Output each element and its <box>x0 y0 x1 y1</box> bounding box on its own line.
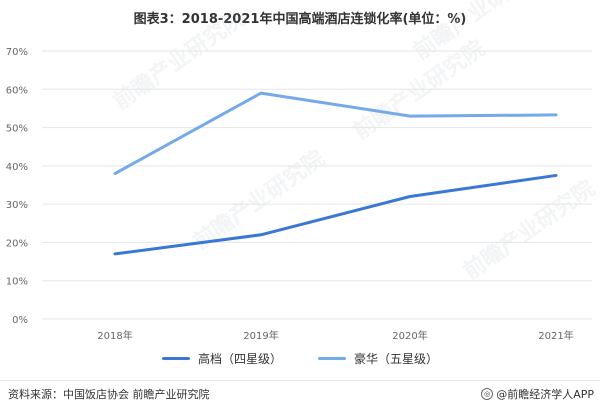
watermark-text: 前瞻产业研究院 <box>459 175 600 285</box>
x-tick-label: 2020年 <box>392 329 427 342</box>
source-note: 资料来源：中国饭店协会 前瞻产业研究院 <box>8 388 210 401</box>
series-line-0 <box>113 173 558 256</box>
series-lines <box>113 91 558 256</box>
legend-item-series-0: 高档（四星级） <box>161 350 282 367</box>
y-tick-label: 50% <box>6 124 28 135</box>
footer-divider <box>0 380 600 381</box>
chart-title: 图表3：2018-2021年中国高端酒店连锁化率(单位：%) <box>133 12 467 27</box>
legend-item-series-1: 豪华（五星级） <box>318 350 438 367</box>
legend-label-series-0: 高档（四星级） <box>197 352 282 366</box>
legend-swatch-series-1 <box>318 357 346 360</box>
legend-label-series-1: 豪华（五星级） <box>354 352 439 366</box>
y-tick-label: 70% <box>6 47 28 58</box>
x-tick-label: 2021年 <box>538 329 573 342</box>
y-axis-ticks: 0% 10% 20% 30% 40% 50% 60% 70% <box>6 47 28 326</box>
x-tick-label: 2018年 <box>97 329 132 342</box>
brand-text: @前瞻经济学人APP <box>496 388 594 401</box>
legend-swatch-series-0 <box>161 357 190 360</box>
y-tick-label: 40% <box>6 162 28 173</box>
legend: 高档（四星级） 豪华（五星级） <box>0 350 600 367</box>
y-tick-label: 0% <box>12 315 28 326</box>
y-tick-label: 10% <box>6 277 28 288</box>
brand-credit: ◎ @前瞻经济学人APP <box>481 386 594 402</box>
x-tick-label: 2019年 <box>243 329 278 342</box>
brand-logo-icon: ◎ <box>481 388 494 400</box>
grid-lines <box>42 50 592 320</box>
watermark-text: 前瞻产业研究院 <box>189 145 330 255</box>
y-tick-label: 20% <box>6 238 28 249</box>
y-tick-label: 60% <box>6 85 28 96</box>
watermark-text: 前瞻产业研究院 <box>109 5 250 115</box>
x-axis-ticks: 2018年 2019年 2020年 2021年 <box>97 329 573 342</box>
series-line-1 <box>113 91 558 176</box>
y-tick-label: 30% <box>6 200 28 211</box>
